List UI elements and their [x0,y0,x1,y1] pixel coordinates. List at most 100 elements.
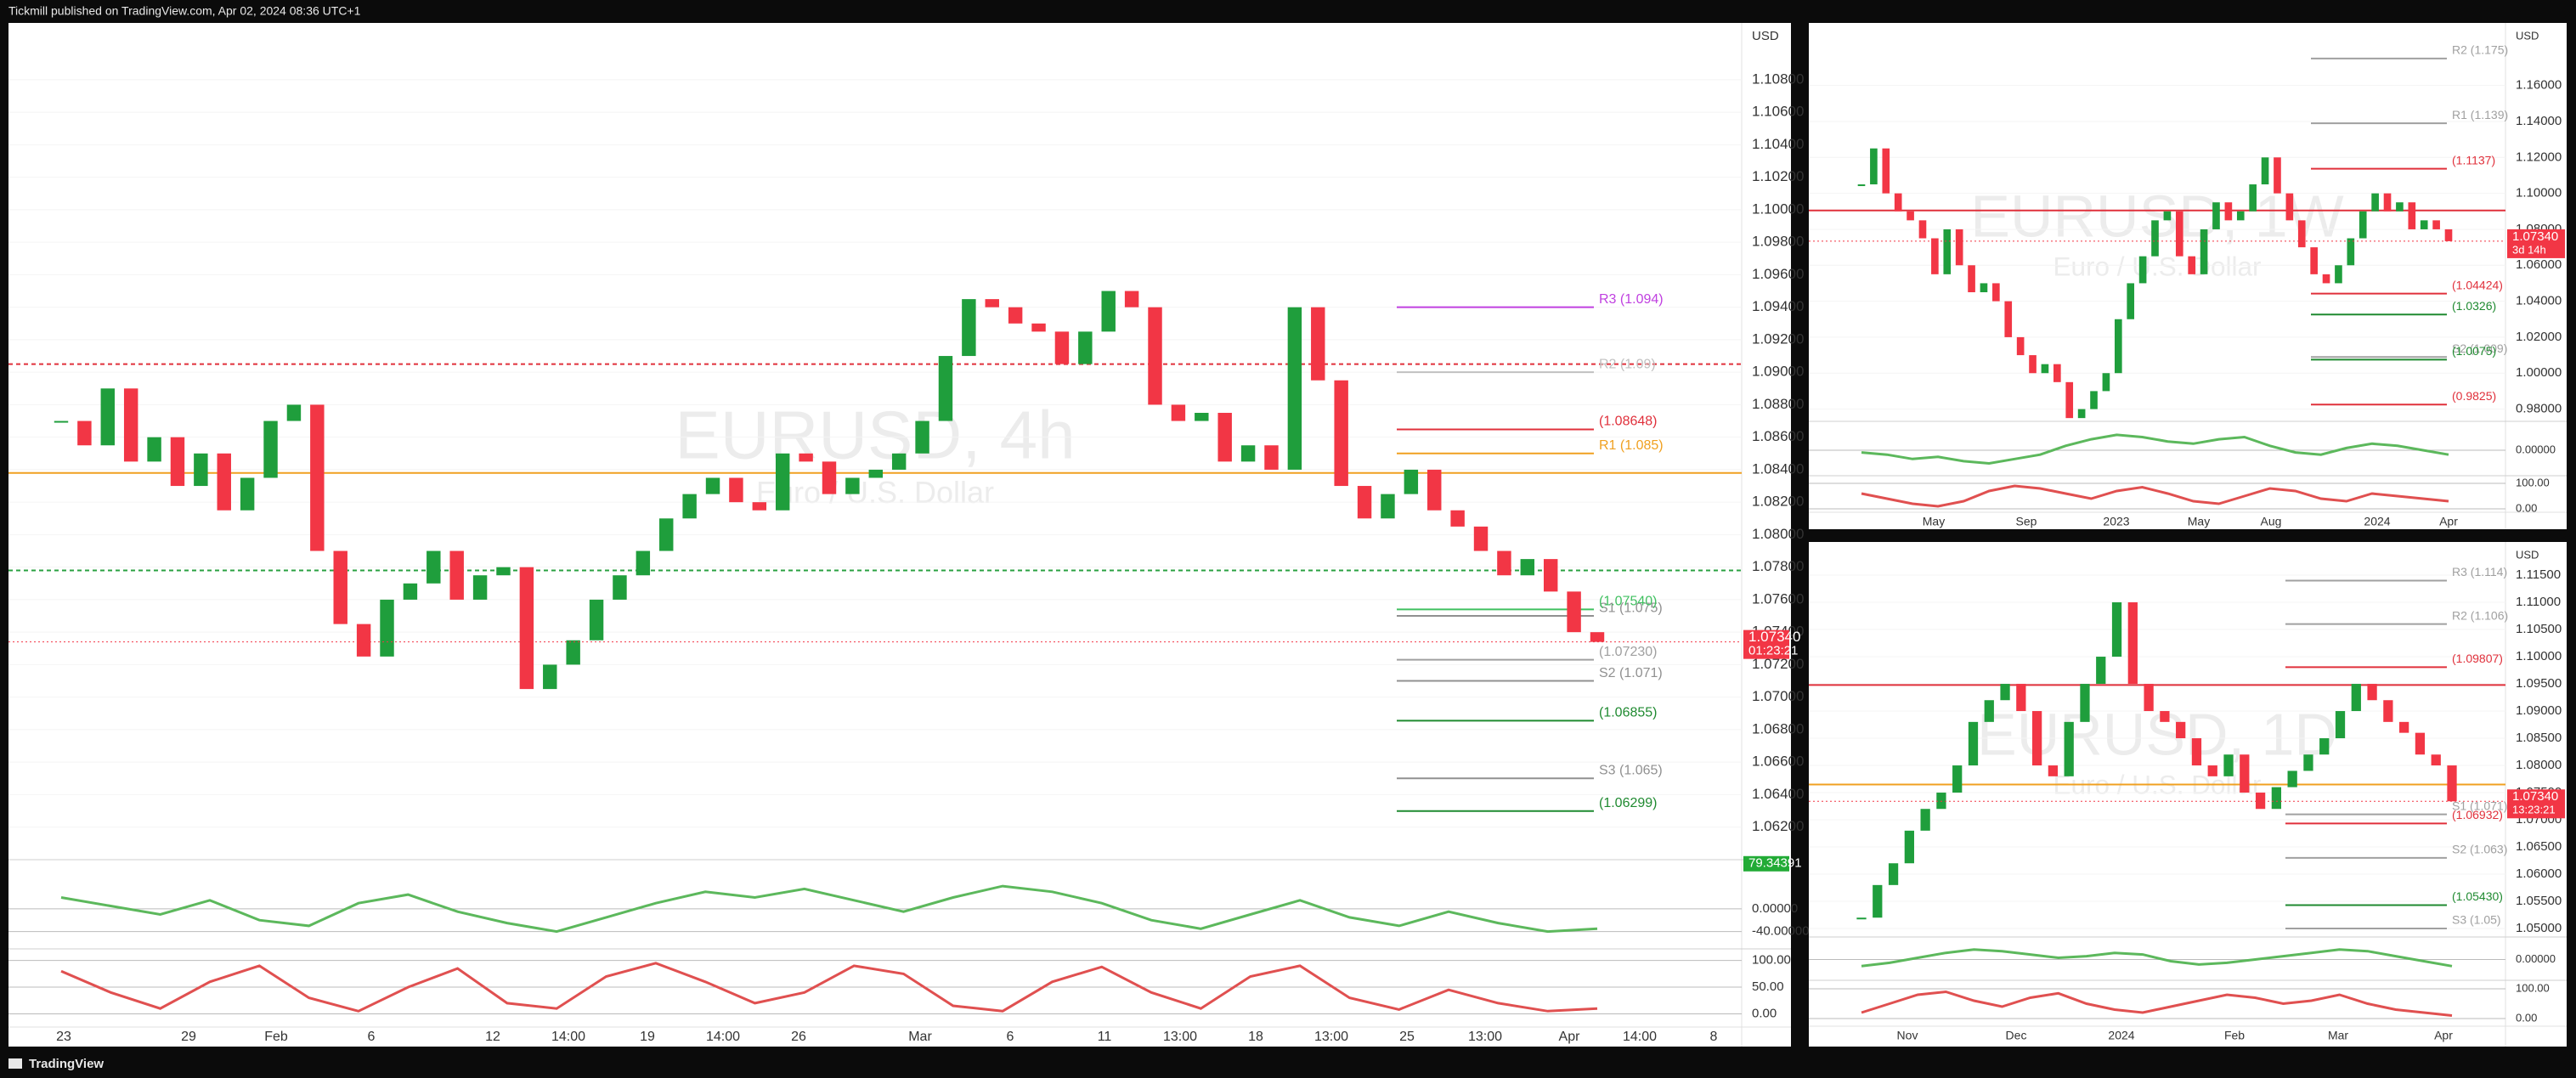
candle [123,388,138,462]
last-price-label: 1.07340 [1748,629,1800,645]
candle [2310,247,2318,274]
candle [962,299,976,357]
y-tick-label: 1.10000 [1752,200,1804,217]
x-tick-label: 6 [368,1030,376,1044]
candle [1918,220,1927,239]
y-tick-label: 1.09200 [1752,330,1804,347]
candle [1882,148,1890,194]
y-tick-label: 1.07200 [1752,656,1804,672]
candle [1543,559,1558,592]
candle [380,599,394,657]
x-tick-label: Apr [2439,515,2458,528]
last-price-label: 1.07340 [2512,789,2558,804]
pivot-level-label: R1 (1.085) [1599,438,1664,453]
candle [333,550,347,624]
x-tick-label: 13:00 [1163,1030,1197,1044]
candle [1195,412,1209,421]
candle [1907,211,1914,221]
y-tick-label: 1.04000 [2516,294,2562,308]
y-tick-label: 1.10800 [1752,71,1804,87]
candle [1894,193,1902,212]
candle [1931,238,1939,274]
candle [566,640,580,665]
candle [2224,202,2233,221]
pivot-level-label: (1.1137) [2452,153,2495,166]
y-tick-label: 1.08600 [1752,428,1804,444]
candle [1984,700,1994,722]
pivot-level-label: S3 (1.065) [1599,764,1663,778]
y-tick-label: 1.08000 [1752,526,1804,542]
x-tick-label: Apr [1559,1030,1581,1044]
candle [1590,632,1605,642]
osc-tick-label: 0.00000 [2516,443,2556,455]
candle [1148,307,1162,405]
osc-badge [1743,855,1789,872]
candle [2016,684,2026,712]
candle [1920,809,1930,831]
currency-label: USD [1752,29,1779,43]
candle [543,664,557,690]
y-tick-label: 1.10400 [1752,136,1804,152]
y-tick-label: 1.08000 [2516,758,2562,772]
candle [868,469,884,478]
pivot-level-label: (1.06855) [1599,706,1658,720]
candle [938,356,953,421]
x-tick-label: 13:00 [1314,1030,1348,1044]
y-tick-label: 1.09000 [2516,703,2562,718]
pivot-level-label: (1.06932) [2452,808,2503,821]
candle [2431,754,2441,766]
candle [1217,412,1232,462]
candle [2200,229,2208,274]
oscillator-line [1861,948,2453,968]
x-tick-label: 26 [791,1030,806,1044]
y-tick-label: 1.09600 [1752,266,1804,282]
candle [2447,765,2457,802]
candle [2240,754,2250,793]
y-tick-label: 1.09500 [2516,676,2562,691]
y-tick-label: 1.07600 [1752,590,1804,607]
candle [472,575,488,600]
candle [729,477,743,503]
candle [194,453,208,487]
candle [2102,373,2110,392]
osc-tick-label: 0.00 [2516,1011,2537,1024]
x-tick-label: 25 [1399,1030,1415,1044]
y-tick-label: 1.11500 [2516,567,2561,582]
candle [2031,711,2042,766]
pivot-level-label: R2 (1.175) [2452,43,2508,57]
footer-brand: TradingView [29,1057,104,1071]
y-tick-label: 1.07000 [1752,688,1804,704]
x-tick-label: 2023 [2103,515,2129,528]
candle [2077,409,2086,419]
candle [2383,193,2392,212]
candle [1943,229,1952,274]
x-tick-label: 19 [640,1030,655,1044]
candle [2359,211,2367,239]
x-tick-label: 11 [1098,1030,1112,1044]
x-tick-label: 12 [485,1030,500,1044]
candle [2053,364,2061,382]
pivot-level-label: S2 (1.071) [1599,666,1663,680]
candle [2319,738,2330,755]
y-tick-label: 1.10000 [2516,186,2562,200]
pivot-level-label: R2 (1.106) [2452,608,2508,622]
pivot-level-label: R3 (1.094) [1599,292,1664,307]
x-tick-label: Nov [1897,1029,1918,1042]
last-price-badge [2507,789,2565,819]
candle [1968,721,1979,766]
x-tick-label: 14:00 [1623,1030,1657,1044]
pivot-level-label: R2 (1.09) [1599,357,1656,371]
oscillator-line [60,884,1598,934]
y-tick-label: 1.06000 [2516,257,2562,272]
candle [2367,684,2377,701]
candle [1856,917,1867,920]
y-tick-label: 1.06200 [1752,818,1804,834]
osc-tick-label: 100.00 [1752,953,1791,968]
candle [2127,602,2138,685]
candle [589,599,604,641]
x-tick-label: 14:00 [551,1030,585,1044]
candle [2322,274,2330,284]
candle [1567,591,1581,633]
